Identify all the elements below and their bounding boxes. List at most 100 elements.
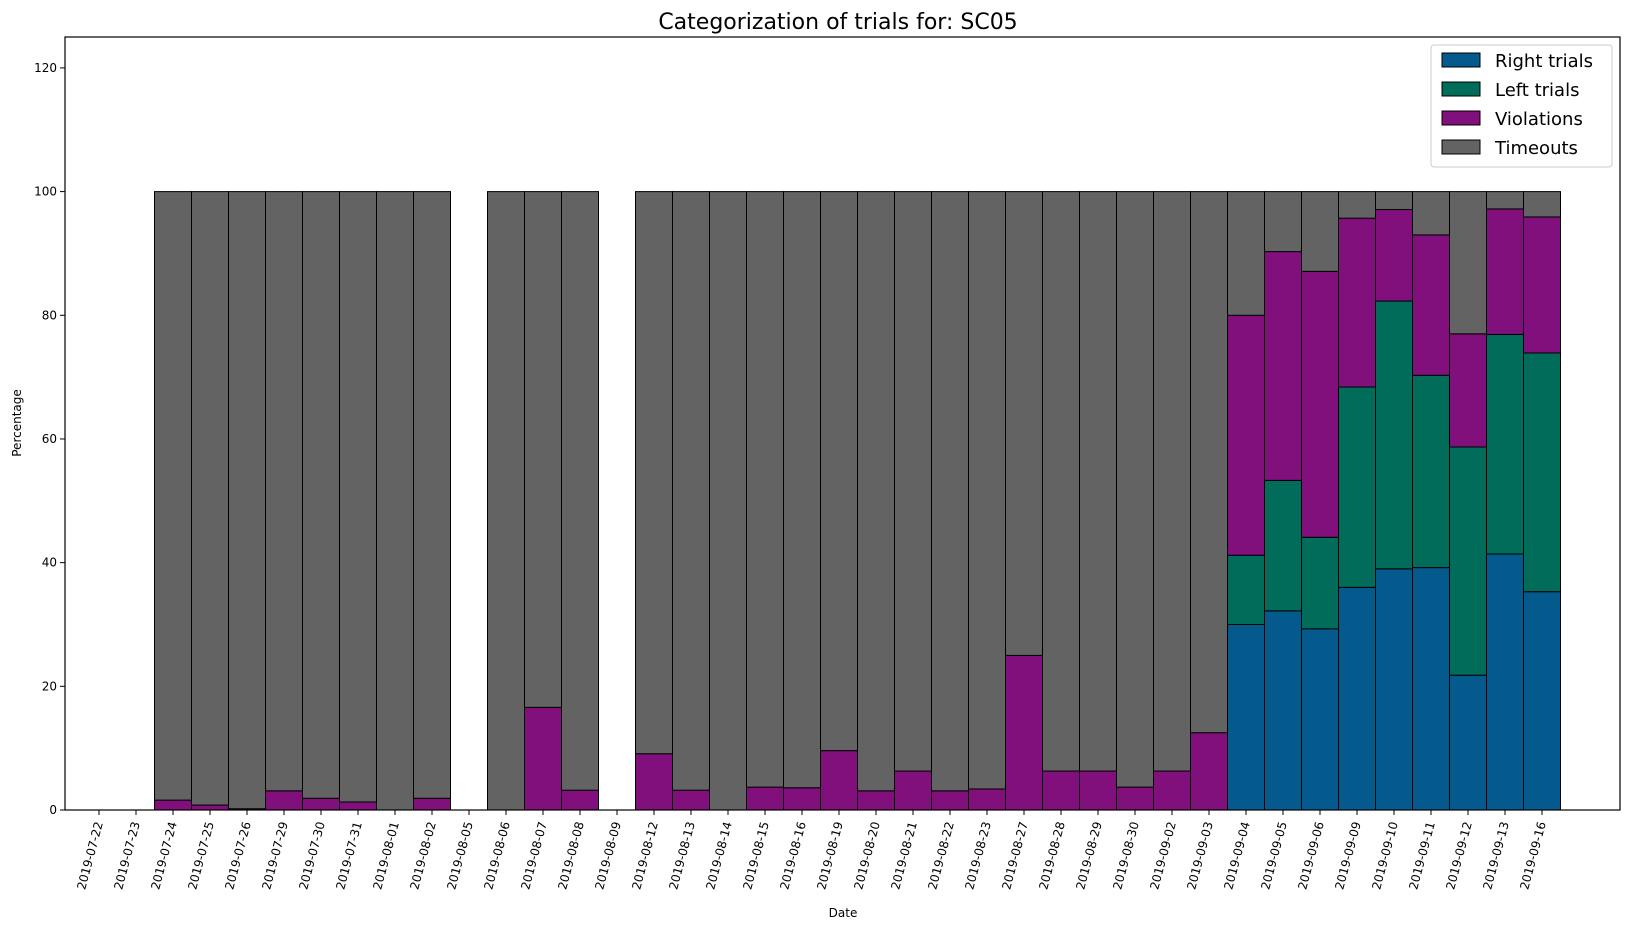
bar-segment [524, 706, 562, 811]
bar-segment [1486, 333, 1524, 555]
bar-segment [1227, 623, 1265, 811]
y-tick-label: 0 [49, 803, 57, 817]
bar-segment [968, 191, 1006, 790]
bar-segment [1079, 191, 1117, 772]
y-axis: 0 20 40 60 80 100 120 [34, 61, 65, 817]
bar-segment [746, 191, 784, 788]
bar-segment [1412, 567, 1450, 811]
bar-segment [1116, 786, 1154, 811]
bar-segment [672, 789, 710, 811]
bar-segment [1116, 191, 1154, 788]
bar-segment [1412, 234, 1450, 376]
bar-segment [1227, 314, 1265, 556]
bar-segment [1227, 554, 1265, 625]
plot-frame [64, 36, 1621, 811]
bar-segment [339, 191, 377, 803]
bar-segment [1264, 479, 1302, 612]
chart-title: Categorization of trials for: SC05 [658, 10, 1017, 35]
bar-segment [1375, 300, 1413, 570]
legend-label: Violations [1495, 109, 1583, 130]
bar-segment [931, 191, 969, 792]
y-tick-label: 100 [34, 185, 57, 199]
bar-segment [1079, 770, 1117, 811]
bar-segment [1264, 610, 1302, 811]
bar-segment [1486, 191, 1524, 210]
y-tick-label: 40 [42, 556, 57, 570]
bar-segment [1523, 591, 1561, 811]
x-axis-label: Date [829, 906, 858, 920]
bar-segment [1338, 217, 1376, 388]
bar-segment [1412, 374, 1450, 569]
bar-segment [1338, 191, 1376, 219]
bar-segment [265, 790, 303, 811]
bar-segment [302, 191, 340, 799]
legend-swatch [1441, 110, 1481, 126]
bar-segment [1190, 732, 1228, 811]
bar-segment [635, 191, 673, 755]
bar-segment [376, 191, 414, 811]
legend-label: Right trials [1495, 51, 1593, 72]
bar-segment [894, 191, 932, 772]
bar-segment [1449, 191, 1487, 335]
y-tick-label: 120 [34, 61, 57, 75]
bar-segment [487, 191, 525, 811]
bar-segment [1338, 386, 1376, 588]
bar-segment [894, 770, 932, 811]
bar-segment [413, 191, 451, 799]
y-tick-label: 80 [42, 308, 57, 322]
bar-segment [1412, 191, 1450, 236]
bar-segment [1042, 770, 1080, 811]
bar-segment [1523, 352, 1561, 593]
legend: Right trials Left trials Violations Timeout… [1430, 44, 1613, 168]
bar-segment [154, 799, 192, 811]
legend-frame [1430, 44, 1613, 168]
bar-segment [1005, 654, 1043, 811]
bar-segment [783, 191, 821, 789]
bar-segment [1449, 446, 1487, 676]
bar-segment [672, 191, 710, 791]
bar-segment [561, 789, 599, 811]
bar-segment [1227, 191, 1265, 316]
bar-segment [302, 797, 340, 811]
bar-segment [1523, 216, 1561, 354]
bar-segment [1301, 191, 1339, 272]
bar-segment [1264, 191, 1302, 253]
y-tick-label: 60 [42, 432, 57, 446]
legend-label: Left trials [1495, 80, 1579, 101]
bar-segment [1486, 553, 1524, 811]
bar-segment [783, 787, 821, 811]
bar-segment [1301, 536, 1339, 630]
bar-segment [857, 790, 895, 811]
legend-swatch [1441, 52, 1481, 68]
bar-segment [1338, 586, 1376, 811]
bar-segment [524, 191, 562, 708]
bar-segment [154, 191, 192, 801]
bar-segment [1153, 770, 1191, 811]
legend-swatch [1441, 81, 1481, 97]
bar-segment [1153, 191, 1191, 772]
bar-segment [857, 191, 895, 792]
bar-segment [228, 191, 266, 810]
bar-segment [968, 788, 1006, 811]
bar-segment [265, 191, 303, 792]
bar-segment [1449, 333, 1487, 448]
bar-segment [561, 191, 599, 791]
bar-segment [1375, 209, 1413, 302]
bar-segment [1190, 191, 1228, 734]
bar-segment [820, 191, 858, 752]
bar-segment [1301, 628, 1339, 811]
bar-segment [709, 191, 747, 811]
y-axis-label: Percentage [10, 389, 24, 457]
bar-segment [931, 790, 969, 811]
bar-segment [1005, 191, 1043, 656]
y-tick-label: 20 [42, 679, 57, 693]
bar-segment [191, 191, 229, 806]
bar-segment [1449, 674, 1487, 811]
bar-segment [1301, 270, 1339, 538]
bar-segment [820, 750, 858, 811]
bar-segment [191, 804, 229, 811]
bars-group [154, 191, 1561, 811]
bar-segment [1375, 191, 1413, 211]
bar-segment [413, 797, 451, 811]
